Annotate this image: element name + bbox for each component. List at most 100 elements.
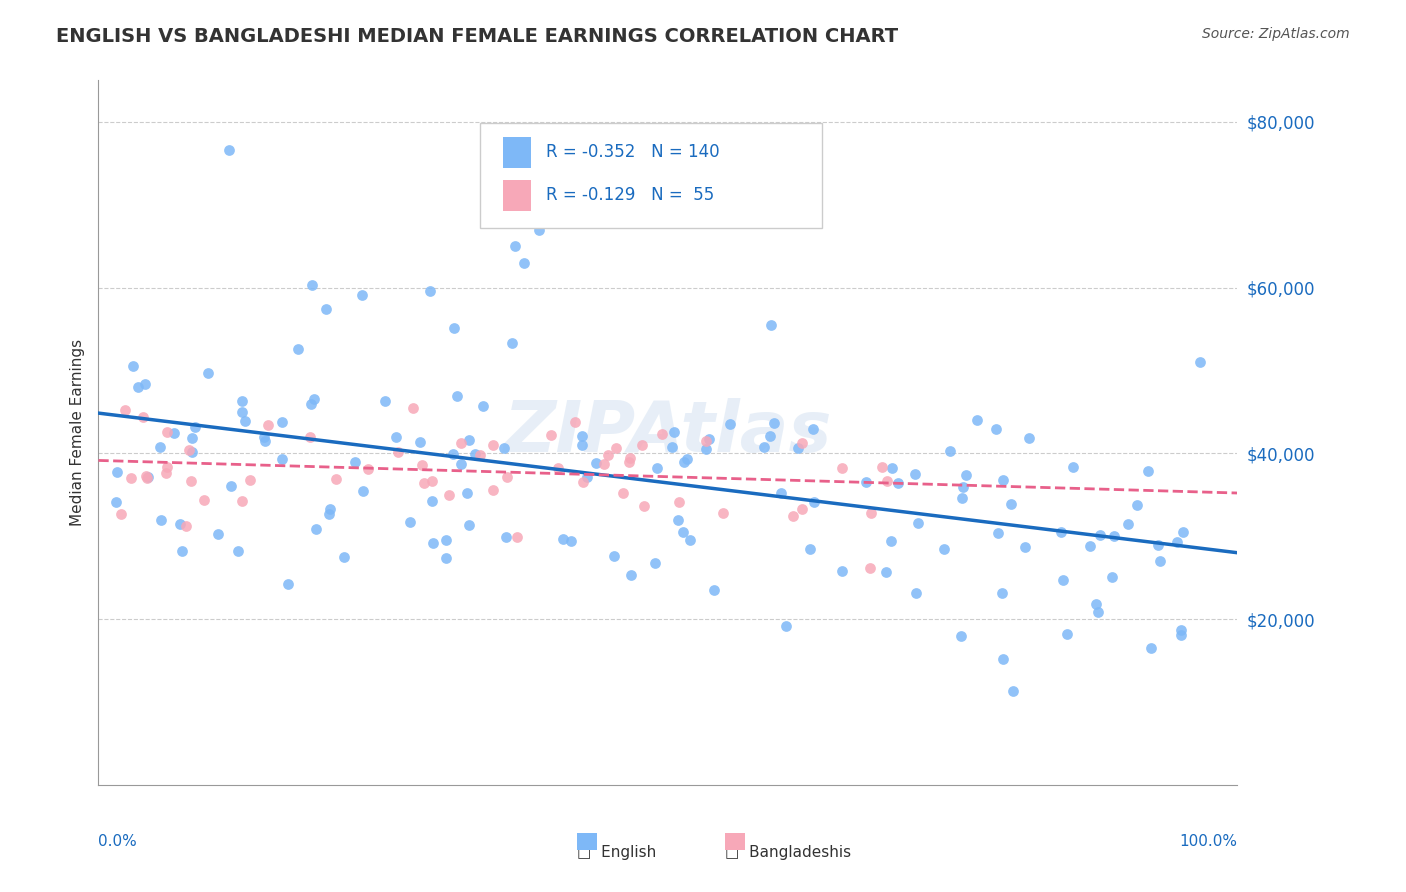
Point: [695, 442, 717, 456]
Point: [501, 335, 523, 350]
Point: [120, 471, 142, 485]
Text: R = -0.129   N =  55: R = -0.129 N = 55: [546, 186, 714, 204]
Point: [1166, 535, 1188, 549]
Point: [651, 427, 673, 442]
Point: [121, 359, 143, 373]
Point: [156, 425, 179, 439]
Point: [575, 469, 598, 483]
Point: [352, 483, 374, 498]
Point: [904, 467, 927, 481]
Point: [934, 541, 956, 556]
Point: [136, 470, 159, 484]
Point: [711, 506, 734, 520]
Point: [966, 412, 988, 426]
Point: [1170, 628, 1192, 642]
Point: [398, 515, 420, 529]
Text: 100.0%: 100.0%: [1180, 834, 1237, 849]
Point: [458, 433, 481, 447]
Point: [114, 402, 136, 417]
Point: [645, 460, 668, 475]
Point: [991, 474, 1014, 488]
Point: [571, 429, 593, 443]
Point: [387, 445, 409, 459]
Point: [1170, 623, 1192, 637]
Point: [271, 415, 294, 429]
Point: [231, 494, 253, 508]
Point: [605, 441, 627, 455]
Point: [277, 577, 299, 591]
Text: ZIPAtlas: ZIPAtlas: [503, 398, 832, 467]
Point: [419, 284, 441, 298]
Point: [420, 494, 443, 508]
Point: [239, 473, 262, 487]
Point: [181, 445, 204, 459]
Point: [831, 460, 853, 475]
Point: [596, 448, 619, 462]
Point: [156, 460, 179, 475]
Point: [441, 447, 464, 461]
Point: [434, 533, 457, 547]
Point: [180, 431, 202, 445]
Point: [170, 544, 193, 558]
Point: [344, 455, 367, 469]
Point: [184, 419, 207, 434]
Point: [169, 516, 191, 531]
Point: [384, 430, 406, 444]
Point: [1056, 627, 1078, 641]
Point: [876, 474, 898, 488]
Point: [1147, 538, 1170, 552]
Point: [450, 436, 472, 450]
FancyBboxPatch shape: [503, 179, 531, 211]
Text: 0.0%: 0.0%: [98, 834, 138, 849]
Point: [984, 422, 1007, 436]
Point: [512, 255, 534, 269]
Point: [572, 475, 595, 489]
Point: [666, 513, 689, 527]
Point: [458, 518, 481, 533]
Point: [496, 469, 519, 483]
Point: [1116, 517, 1139, 532]
Point: [492, 441, 515, 455]
Point: [672, 525, 695, 540]
Point: [1052, 573, 1074, 587]
Point: [1101, 569, 1123, 583]
Point: [1088, 528, 1111, 542]
Point: [540, 427, 562, 442]
Point: [207, 527, 229, 541]
Point: [644, 556, 666, 570]
Point: [860, 506, 883, 520]
Point: [991, 652, 1014, 666]
Point: [803, 495, 825, 509]
Text: □  Bangladeshis: □ Bangladeshis: [725, 845, 851, 860]
Point: [950, 629, 973, 643]
Point: [886, 476, 908, 491]
Point: [950, 491, 973, 505]
Point: [560, 534, 582, 549]
Point: [287, 342, 309, 356]
Point: [503, 239, 526, 253]
Point: [787, 441, 810, 455]
Point: [612, 486, 634, 500]
Point: [505, 530, 527, 544]
Point: [1078, 539, 1101, 553]
FancyBboxPatch shape: [479, 122, 821, 228]
Point: [904, 586, 927, 600]
Point: [759, 318, 782, 332]
Point: [775, 619, 797, 633]
Point: [132, 410, 155, 425]
Point: [174, 519, 197, 533]
Point: [668, 494, 690, 508]
Point: [991, 586, 1014, 600]
Point: [571, 438, 593, 452]
Point: [420, 474, 443, 488]
Point: [318, 508, 340, 522]
Point: [231, 394, 253, 409]
Point: [676, 451, 699, 466]
Point: [136, 471, 159, 485]
Point: [231, 405, 253, 419]
Point: [437, 488, 460, 502]
Point: [253, 430, 276, 444]
Point: [150, 513, 173, 527]
Point: [527, 222, 550, 236]
Point: [661, 440, 683, 454]
